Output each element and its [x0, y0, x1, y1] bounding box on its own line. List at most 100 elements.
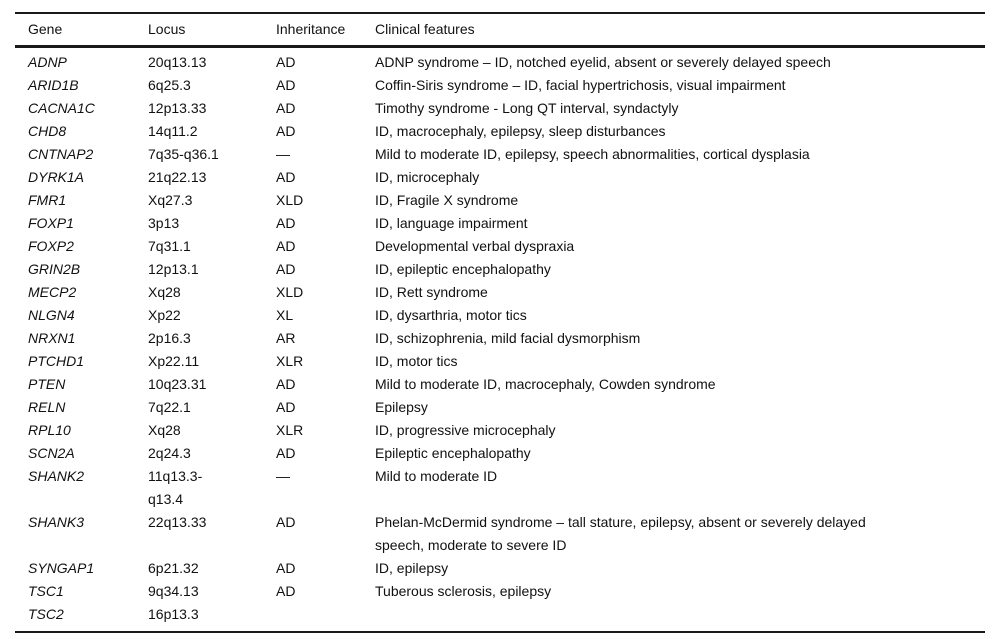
cell-gene: MECP2 [28, 284, 77, 300]
column-header-inheritance: Inheritance [276, 13, 375, 48]
cell-gene: FOXP1 [28, 215, 74, 231]
table-row: MECP2 Xq28 XLD ID, Rett syndrome [15, 281, 985, 304]
cell-features: ID, motor tics [375, 353, 458, 369]
cell-inheritance: AD [276, 215, 296, 231]
table-row: TSC2 16p13.3 [15, 603, 985, 632]
cell-inheritance: XLD [276, 284, 304, 300]
table-row: TSC1 9q34.13 AD Tuberous sclerosis, epileps… [15, 580, 985, 603]
cell-features: ID, microcephaly [375, 169, 480, 185]
table-row: DYRK1A 21q22.13 AD ID, microcephaly [15, 166, 985, 189]
cell-locus: Xp22 [148, 307, 181, 323]
cell-gene: CACNA1C [28, 100, 95, 116]
cell-locus: 9q34.13 [148, 583, 199, 599]
cell-features: ID, epileptic encephalopathy [375, 261, 551, 277]
cell-inheritance: XL [276, 307, 294, 323]
cell-gene: ADNP [28, 54, 67, 70]
cell-features: Mild to moderate ID, macrocephaly, Cowde… [375, 376, 716, 392]
column-header-clinical-features: Clinical features [375, 13, 985, 48]
table-row: ADNP 20q13.13 AD ADNP syndrome – ID, notche… [15, 47, 985, 75]
cell-locus: Xq28 [148, 284, 181, 300]
cell-locus: 7q22.1 [148, 399, 191, 415]
cell-features: Developmental verbal dyspraxia [375, 238, 575, 254]
cell-inheritance: AD [276, 514, 296, 530]
cell-inheritance: AD [276, 560, 296, 576]
cell-locus: 7q31.1 [148, 238, 191, 254]
column-header-locus: Locus [148, 13, 276, 48]
table-row: RPL10 Xq28 XLR ID, progressive microcephaly [15, 419, 985, 442]
table-row: SHANK2 11q13.3- q13.4 — Mild to moderate ID [15, 465, 985, 511]
cell-inheritance [276, 603, 375, 632]
table-row: CNTNAP2 7q35-q36.1 — Mild to moderate ID, e… [15, 143, 985, 166]
cell-gene: ARID1B [28, 77, 79, 93]
cell-inheritance: XLR [276, 353, 304, 369]
table-row: RELN 7q22.1 AD Epilepsy [15, 396, 985, 419]
cell-features: ID, Fragile X syndrome [375, 192, 519, 208]
cell-locus: Xp22.11 [148, 353, 200, 369]
cell-gene: SYNGAP1 [28, 560, 95, 576]
cell-locus: 10q23.31 [148, 376, 207, 392]
cell-features: Mild to moderate ID, epilepsy, speech ab… [375, 146, 810, 162]
cell-gene: GRIN2B [28, 261, 81, 277]
cell-features: Epilepsy [375, 399, 428, 415]
cell-inheritance: AD [276, 238, 296, 254]
cell-features: Tuberous sclerosis, epilepsy [375, 583, 552, 599]
cell-inheritance: AD [276, 100, 296, 116]
cell-locus: 16p13.3 [148, 606, 199, 622]
cell-features: Phelan-McDermid syndrome – tall stature,… [375, 514, 866, 553]
cell-inheritance: AD [276, 54, 296, 70]
cell-gene: NLGN4 [28, 307, 75, 323]
cell-locus: 12p13.33 [148, 100, 207, 116]
cell-inheritance: AD [276, 583, 296, 599]
cell-features: Coffin-Siris syndrome – ID, facial hyper… [375, 77, 786, 93]
table-row: FMR1 Xq27.3 XLD ID, Fragile X syndrome [15, 189, 985, 212]
cell-gene: NRXN1 [28, 330, 76, 346]
table-row: GRIN2B 12p13.1 AD ID, epileptic encephalopa… [15, 258, 985, 281]
table-row: CACNA1C 12p13.33 AD Timothy syndrome - Long… [15, 97, 985, 120]
cell-features: Mild to moderate ID [375, 468, 498, 484]
header-row: Gene Locus Inheritance Clinical features [15, 13, 985, 48]
cell-locus: 2p16.3 [148, 330, 191, 346]
cell-features: ID, Rett syndrome [375, 284, 488, 300]
cell-features: Epileptic encephalopathy [375, 445, 531, 461]
cell-inheritance: AD [276, 445, 296, 461]
cell-inheritance: AR [276, 330, 296, 346]
cell-locus: 20q13.13 [148, 54, 207, 70]
cell-inheritance: XLD [276, 192, 304, 208]
cell-features: Timothy syndrome - Long QT interval, syn… [375, 100, 679, 116]
cell-inheritance: AD [276, 376, 296, 392]
table-row: SYNGAP1 6p21.32 AD ID, epilepsy [15, 557, 985, 580]
table-row: CHD8 14q11.2 AD ID, macrocephaly, epilepsy,… [15, 120, 985, 143]
cell-locus: 14q11.2 [148, 123, 198, 139]
cell-gene: FMR1 [28, 192, 67, 208]
table-row: FOXP2 7q31.1 AD Developmental verbal dyspra… [15, 235, 985, 258]
cell-inheritance: AD [276, 261, 296, 277]
cell-gene: DYRK1A [28, 169, 85, 185]
cell-inheritance: AD [276, 77, 296, 93]
cell-gene: TSC1 [28, 583, 64, 599]
cell-locus: 21q22.13 [148, 169, 207, 185]
cell-locus: 3p13 [148, 215, 180, 231]
cell-gene: FOXP2 [28, 238, 74, 254]
cell-gene: PTEN [28, 376, 66, 392]
cell-features: ID, schizophrenia, mild facial dysmorphi… [375, 330, 641, 346]
gene-table: Gene Locus Inheritance Clinical features… [15, 12, 985, 633]
table-row: PTEN 10q23.31 AD Mild to moderate ID, macro… [15, 373, 985, 396]
cell-gene: CHD8 [28, 123, 67, 139]
cell-features: ID, language impairment [375, 215, 528, 231]
cell-locus: Xq27.3 [148, 192, 193, 208]
cell-features: ID, progressive microcephaly [375, 422, 556, 438]
cell-locus: 22q13.33 [148, 514, 207, 530]
table-row: PTCHD1 Xp22.11 XLR ID, motor tics [15, 350, 985, 373]
table-row: FOXP1 3p13 AD ID, language impairment [15, 212, 985, 235]
cell-gene: CNTNAP2 [28, 146, 94, 162]
cell-gene: PTCHD1 [28, 353, 85, 369]
cell-inheritance: AD [276, 123, 296, 139]
cell-locus: 12p13.1 [148, 261, 199, 277]
cell-locus: 2q24.3 [148, 445, 191, 461]
table-row: SCN2A 2q24.3 AD Epileptic encephalopathy [15, 442, 985, 465]
cell-locus: 6q25.3 [148, 77, 191, 93]
cell-gene: SCN2A [28, 445, 75, 461]
table-row: SHANK3 22q13.33 AD Phelan-McDermid syndrome… [15, 511, 985, 557]
cell-locus: 11q13.3- q13.4 [148, 468, 203, 507]
